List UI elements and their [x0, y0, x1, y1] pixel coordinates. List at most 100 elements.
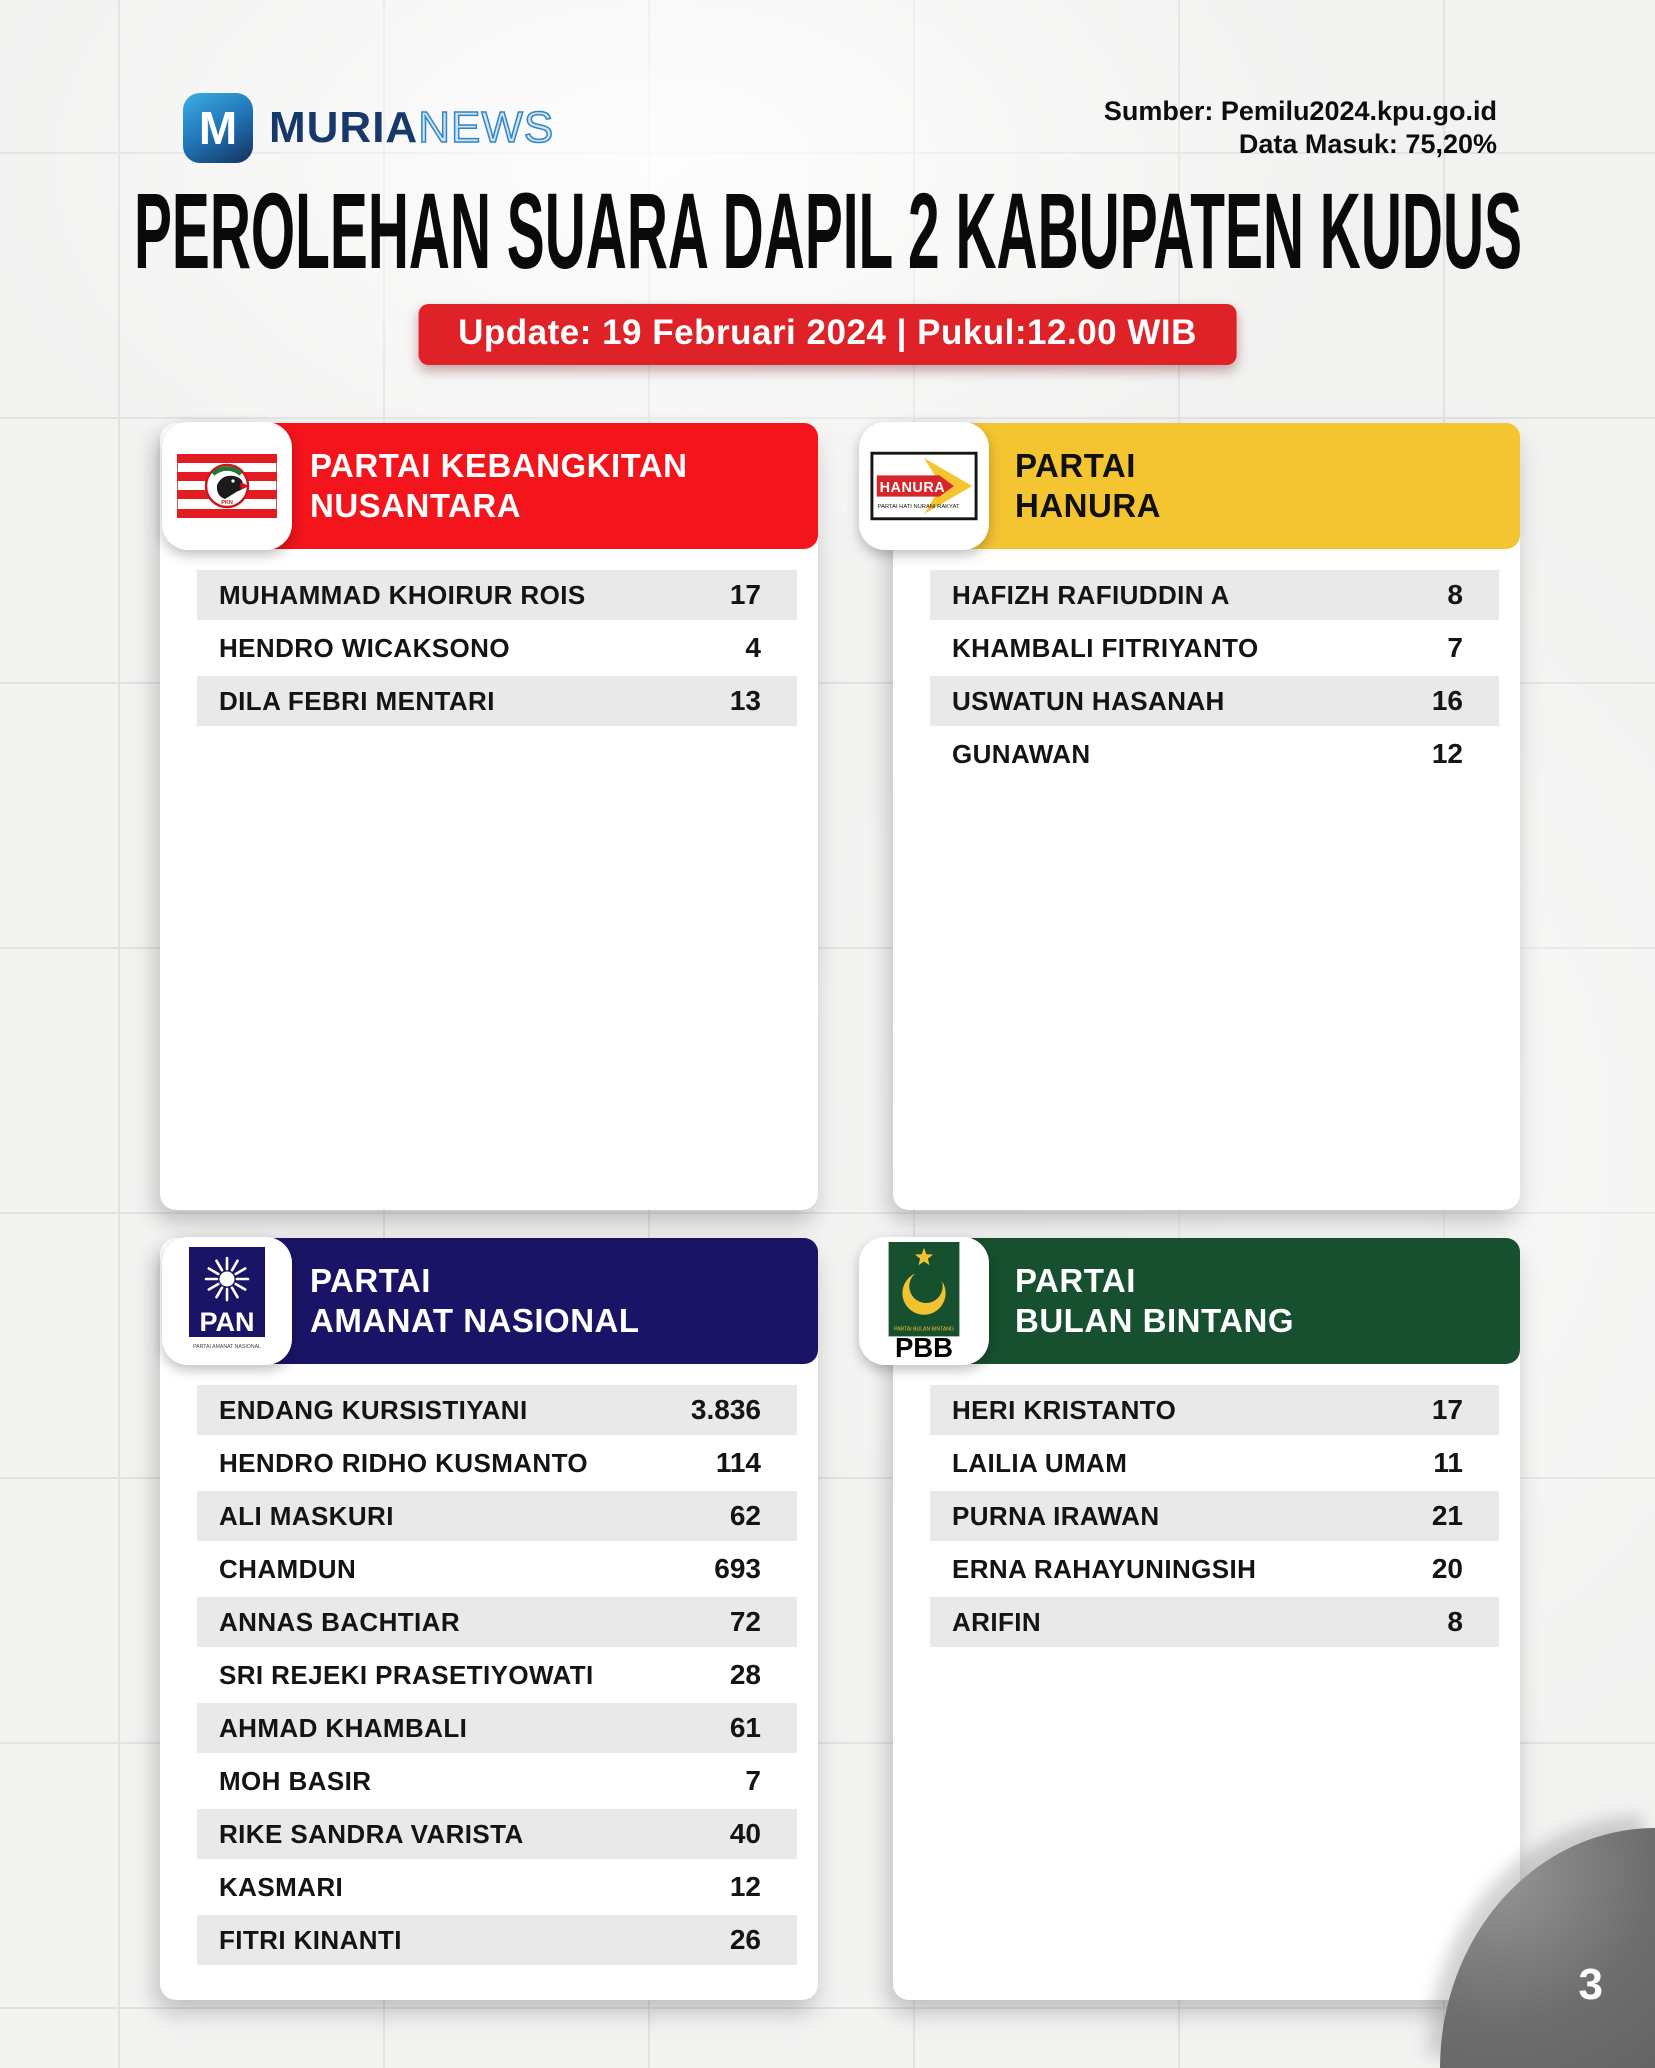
candidate-votes: 40	[729, 1818, 761, 1849]
candidate-votes: 114	[715, 1447, 761, 1478]
hanura-logo-caption: PARTAI HATI NURANI RAKYAT	[878, 504, 960, 510]
candidate-row: PURNA IRAWAN 21	[930, 1491, 1499, 1541]
brand-muria-text: MURIA	[269, 103, 419, 152]
candidate-name: LAILIA UMAM	[952, 1447, 1128, 1478]
party-card-pkn: PARTAI KEBANGKITAN NUSANTARA PKN MUHAMMA…	[160, 422, 818, 1210]
candidate-votes: 3.836	[690, 1394, 761, 1425]
candidate-name: MUHAMMAD KHOIRUR ROIS	[219, 579, 586, 610]
candidate-row: ANNAS BACHTIAR 72	[197, 1597, 797, 1647]
candidate-row: SRI REJEKI PRASETIYOWATI 28	[197, 1650, 797, 1700]
candidate-votes: 16	[1431, 685, 1463, 716]
candidate-list-pkn: MUHAMMAD KHOIRUR ROIS 17 HENDRO WICAKSONO 4…	[197, 570, 797, 729]
candidate-row: MOH BASIR 7	[197, 1756, 797, 1806]
candidate-name: PURNA IRAWAN	[952, 1500, 1160, 1531]
candidate-row: FITRI KINANTI 26	[197, 1915, 797, 1965]
pbb-logo-text: PBB	[895, 1332, 953, 1360]
candidate-name: ARIFIN	[952, 1606, 1042, 1637]
candidate-votes: 20	[1431, 1553, 1463, 1584]
candidate-name: RIKE SANDRA VARISTA	[219, 1818, 524, 1849]
source-line: Sumber: Pemilu2024.kpu.go.id	[1103, 96, 1497, 126]
party-name-line2: HANURA	[1015, 487, 1161, 524]
candidate-name: KASMARI	[219, 1871, 344, 1902]
party-name-line2: AMANAT NASIONAL	[310, 1302, 640, 1339]
candidate-name: HAFIZH RAFIUDDIN A	[952, 579, 1230, 610]
candidate-votes: 4	[745, 632, 761, 663]
candidate-votes: 693	[714, 1553, 761, 1584]
candidate-votes: 7	[1447, 632, 1463, 663]
candidate-row: AHMAD KHAMBALI 61	[197, 1703, 797, 1753]
hanura-logo: HANURA PARTAI HATI NURANI RAKYAT	[859, 422, 989, 550]
pkn-logo: PKN	[162, 422, 292, 550]
candidate-name: ALI MASKURI	[219, 1500, 394, 1531]
candidate-row: HENDRO WICAKSONO 4	[197, 623, 797, 673]
brand-news-text: NEWS	[417, 102, 555, 153]
pbb-logo-caption: PARTAI BULAN BINTANG	[894, 1327, 954, 1333]
page-number: 3	[1578, 1960, 1603, 2009]
candidate-row: RIKE SANDRA VARISTA 40	[197, 1809, 797, 1859]
candidate-name: ANNAS BACHTIAR	[219, 1606, 461, 1637]
candidate-row: HERI KRISTANTO 17	[930, 1385, 1499, 1435]
party-header-hanura: PARTAI HANURA	[908, 423, 1520, 549]
candidate-name: USWATUN HASANAH	[952, 685, 1225, 716]
candidate-list-pan: ENDANG KURSISTIYANI 3.836 HENDRO RIDHO KUS…	[197, 1385, 797, 1968]
candidate-row: MUHAMMAD KHOIRUR ROIS 17	[197, 570, 797, 620]
candidate-row: USWATUN HASANAH 16	[930, 676, 1499, 726]
update-banner: Update: 19 Februari 2024 | Pukul:12.00 W…	[418, 304, 1237, 365]
candidate-name: SRI REJEKI PRASETIYOWATI	[219, 1659, 594, 1690]
candidate-name: ENDANG KURSISTIYANI	[219, 1394, 528, 1425]
party-name-line2: BULAN BINTANG	[1015, 1302, 1295, 1339]
candidate-name: AHMAD KHAMBALI	[219, 1712, 468, 1743]
murianews-logo: M MURIANEWS	[183, 93, 554, 163]
candidate-row: LAILIA UMAM 11	[930, 1438, 1499, 1488]
candidate-votes: 17	[729, 579, 761, 610]
candidate-list-pbb: HERI KRISTANTO 17 LAILIA UMAM 11 PURNA IRAWA…	[930, 1385, 1499, 1650]
candidate-row: ENDANG KURSISTIYANI 3.836	[197, 1385, 797, 1435]
candidate-votes: 7	[745, 1765, 761, 1796]
candidate-name: HENDRO WICAKSONO	[219, 632, 510, 663]
pan-logo: PAN PARTAI AMANAT NASIONAL	[162, 1237, 292, 1365]
candidate-votes: 62	[729, 1500, 761, 1531]
update-banner-text: Update: 19 Februari 2024 | Pukul:12.00 W…	[458, 313, 1197, 352]
candidate-votes: 61	[729, 1712, 761, 1743]
candidate-row: ERNA RAHAYUNINGSIH 20	[930, 1544, 1499, 1594]
candidate-votes: 21	[1431, 1500, 1463, 1531]
candidate-row: DILA FEBRI MENTARI 13	[197, 676, 797, 726]
candidate-name: MOH BASIR	[219, 1765, 372, 1796]
pbb-logo: PARTAI BULAN BINTANG PBB	[859, 1237, 989, 1365]
page-title: PEROLEHAN SUARA DAPIL 2 KABUPATEN KUDUS	[128, 168, 1528, 291]
candidate-name: ERNA RAHAYUNINGSIH	[952, 1553, 1257, 1584]
candidate-name: HENDRO RIDHO KUSMANTO	[219, 1447, 589, 1478]
candidate-row: KASMARI 12	[197, 1862, 797, 1912]
hanura-logo-text: HANURA	[880, 480, 946, 496]
party-name-line1: PARTAI	[310, 1262, 431, 1299]
candidate-row: GUNAWAN 12	[930, 729, 1499, 779]
party-name-line1: PARTAI	[1015, 447, 1136, 484]
candidate-name: DILA FEBRI MENTARI	[219, 685, 495, 716]
candidate-name: FITRI KINANTI	[219, 1924, 402, 1955]
title-text: PEROLEHAN SUARA DAPIL 2 KABUPATEN KUDUS	[134, 170, 1522, 286]
party-name-line1: PARTAI	[1015, 1262, 1136, 1299]
candidate-name: GUNAWAN	[952, 738, 1091, 769]
candidate-row: CHAMDUN 693	[197, 1544, 797, 1594]
candidate-row: KHAMBALI FITRIYANTO 7	[930, 623, 1499, 673]
candidate-votes: 12	[1431, 738, 1463, 769]
candidate-votes: 72	[729, 1606, 761, 1637]
candidate-votes: 8	[1447, 579, 1463, 610]
party-card-hanura: PARTAI HANURA HANURA PARTAI HATI NURANI …	[859, 422, 1520, 1210]
candidate-votes: 12	[729, 1871, 761, 1902]
candidate-votes: 17	[1431, 1394, 1463, 1425]
pan-logo-caption: PARTAI AMANAT NASIONAL	[193, 1344, 261, 1350]
data-masuk-line: Data Masuk: 75,20%	[1238, 129, 1497, 159]
candidate-row: HAFIZH RAFIUDDIN A 8	[930, 570, 1499, 620]
candidate-row: HENDRO RIDHO KUSMANTO 114	[197, 1438, 797, 1488]
candidate-name: KHAMBALI FITRIYANTO	[952, 632, 1259, 663]
candidate-row: ARIFIN 8	[930, 1597, 1499, 1647]
source-info: Sumber: Pemilu2024.kpu.go.id Data Masuk:…	[1104, 95, 1497, 161]
party-name-line2: NUSANTARA	[310, 487, 522, 524]
party-name-line1: PARTAI KEBANGKITAN	[310, 447, 688, 484]
candidate-votes: 13	[729, 685, 761, 716]
party-card-pbb: PARTAI BULAN BINTANG PARTAI BULAN BINTAN…	[859, 1237, 1520, 2000]
candidate-name: HERI KRISTANTO	[952, 1394, 1177, 1425]
murianews-m-icon: M	[183, 93, 253, 163]
